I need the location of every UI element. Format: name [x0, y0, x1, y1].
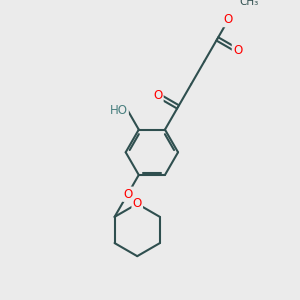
Text: O: O: [224, 13, 233, 26]
Text: O: O: [233, 44, 242, 56]
Text: O: O: [133, 197, 142, 210]
Text: HO: HO: [110, 104, 128, 117]
Text: O: O: [153, 89, 163, 102]
Text: O: O: [123, 188, 132, 201]
Text: CH₃: CH₃: [239, 0, 259, 7]
